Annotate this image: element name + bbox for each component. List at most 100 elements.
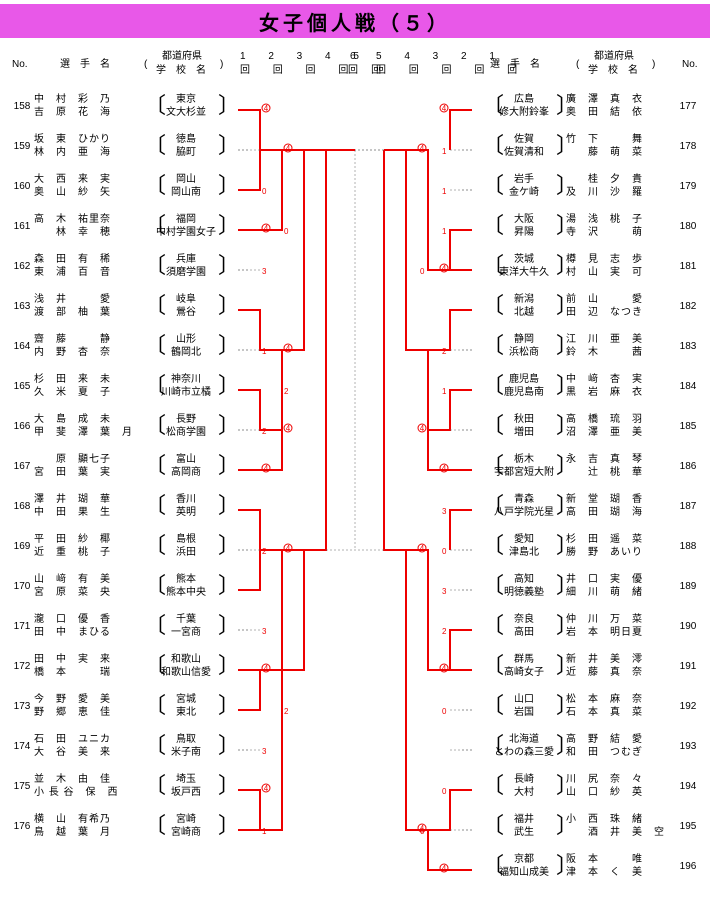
player-2: 久 米 夏 子 <box>34 386 144 399</box>
entry-no: 161 <box>10 221 34 232</box>
bracket-glyph: 〔 <box>144 529 154 563</box>
pref-school: 東京文大杉並 <box>154 93 218 119</box>
pref-school: 愛知津島北 <box>492 533 556 559</box>
player-1: 今 野 愛 美 <box>34 693 144 706</box>
player-pair: 平 田 紗 椰近 重 桃 子 <box>34 533 144 559</box>
player-2: 野 郷 恵 佳 <box>34 706 144 719</box>
entry-left: 158中 村 彩 乃吉 原 花 海〔東京文大杉並〕 <box>10 88 240 124</box>
bracket-glyph: 〔 <box>482 129 492 163</box>
svg-text:4: 4 <box>264 104 269 113</box>
player-1: 永 吉 真 琴 <box>566 453 676 466</box>
entry-no: 178 <box>676 141 700 152</box>
svg-text:3: 3 <box>262 747 267 756</box>
bracket-glyph: 〕 <box>218 489 228 523</box>
pref-school: 宮崎宮崎商 <box>154 813 218 839</box>
player-1: 杉 田 来 未 <box>34 373 144 386</box>
entry-left: 175並 木 由 佳小 長 谷 保 西〔埼玉坂戸西〕 <box>10 768 240 804</box>
svg-text:4: 4 <box>286 424 291 433</box>
player-pair: 今 野 愛 美野 郷 恵 佳 <box>34 693 144 719</box>
bracket-glyph: 〔 <box>482 449 492 483</box>
entry-no: 181 <box>676 261 700 272</box>
bracket-glyph: 〔 <box>482 249 492 283</box>
player-pair: 中 﨑 杏 実黒 岩 麻 衣 <box>566 373 676 399</box>
bracket-glyph: 〔 <box>144 489 154 523</box>
player-2: 高 田 瑚 海 <box>566 506 676 519</box>
bracket-glyph: 〕 <box>218 169 228 203</box>
entry-right: 178竹 下 舞 藤 萌 菜〕佐賀佐賀清和〔 <box>470 128 700 164</box>
player-2: 沼 澤 亜 美 <box>566 426 676 439</box>
player-pair: 樽 見 志 歩村 山 実 可 <box>566 253 676 279</box>
player-1: 高 木 祐里奈 <box>34 213 144 226</box>
entry-right: 184中 﨑 杏 実黒 岩 麻 衣〕鹿児島鹿児島南〔 <box>470 368 700 404</box>
player-pair: 高 野 結 愛和 田 つむぎ <box>566 733 676 759</box>
player-pair: 瀧 口 優 香田 中 まひる <box>34 613 144 639</box>
bracket-glyph: 〕 <box>218 609 228 643</box>
player-2: 林 内 亜 海 <box>34 146 144 159</box>
player-2: 山 口 紗 英 <box>566 786 676 799</box>
entry-no: 192 <box>676 701 700 712</box>
bracket-glyph: 〔 <box>482 569 492 603</box>
entry-no: 160 <box>10 181 34 192</box>
bracket-glyph: 〔 <box>482 729 492 763</box>
entry-no: 190 <box>676 621 700 632</box>
hdr-pref-right: 都道府県 <box>594 50 634 64</box>
entry-left: 160大 西 来 実奥 山 紗 矢〔岡山岡山南〕 <box>10 168 240 204</box>
entry-right: 196阪 本 唯津 本 く 美〕京都福知山成美〔 <box>470 848 700 884</box>
pref-school: 栃木宇都宮短大附 <box>492 453 556 479</box>
pref-school: 新潟北越 <box>492 293 556 319</box>
pref-school: 京都福知山成美 <box>492 853 556 879</box>
pref-school: 香川英明 <box>154 493 218 519</box>
svg-text:2: 2 <box>284 707 289 716</box>
bracket-glyph: 〕 <box>218 209 228 243</box>
hdr-rounds-right: 5 4 3 2 1 <box>376 50 505 64</box>
entry-no: 189 <box>676 581 700 592</box>
player-pair: 山 﨑 有 美宮 原 菜 央 <box>34 573 144 599</box>
hdr-school-right: 学 校 名 <box>588 64 638 78</box>
player-1: 竹 下 舞 <box>566 133 676 146</box>
bracket-glyph: 〕 <box>556 449 566 483</box>
entry-right: 194川 尻 奈 々山 口 紗 英〕長崎大村〔 <box>470 768 700 804</box>
bracket-glyph: 〕 <box>218 689 228 723</box>
player-2: 東 浦 百 音 <box>34 266 144 279</box>
bracket-glyph: 〔 <box>144 609 154 643</box>
bracket-glyph: 〔 <box>482 609 492 643</box>
pref-school: 島根浜田 <box>154 533 218 559</box>
pref-school: 秋田増田 <box>492 413 556 439</box>
hdr-no-right: No. <box>682 58 698 72</box>
entry-left: 171瀧 口 優 香田 中 まひる〔千葉一宮商〕 <box>10 608 240 644</box>
player-pair: 横 山 有希乃鳥 越 葉 月 <box>34 813 144 839</box>
player-2: 及 川 沙 羅 <box>566 186 676 199</box>
entry-right: 182前 山 愛田 辺 なつき〕新潟北越〔 <box>470 288 700 324</box>
pref-school: 福井武生 <box>492 813 556 839</box>
bracket-glyph: 〔 <box>144 249 154 283</box>
entry-no: 162 <box>10 261 34 272</box>
pref-school: 青森八戸学院光星 <box>492 493 556 519</box>
svg-text:0: 0 <box>420 827 425 836</box>
player-1: 杉 田 遥 菜 <box>566 533 676 546</box>
entry-no: 174 <box>10 741 34 752</box>
entry-no: 175 <box>10 781 34 792</box>
bracket-glyph: 〔 <box>144 689 154 723</box>
player-1: 中 村 彩 乃 <box>34 93 144 106</box>
player-1: 新 井 美 澪 <box>566 653 676 666</box>
entry-right: 193高 野 結 愛和 田 つむぎ〕北海道とわの森三愛〔 <box>470 728 700 764</box>
player-1: 浅 井 愛 <box>34 293 144 306</box>
player-2: 鈴 木 茜 <box>566 346 676 359</box>
player-2: 奥 田 結 依 <box>566 106 676 119</box>
pref-school: 広島修大附鈴峯 <box>492 93 556 119</box>
hdr-rounds-c: 6 <box>350 50 356 64</box>
entry-right: 190仲 川 万 菜岩 本 明日夏〕奈良高田〔 <box>470 608 700 644</box>
entry-no: 182 <box>676 301 700 312</box>
svg-text:4: 4 <box>264 664 269 673</box>
bracket-glyph: 〔 <box>144 369 154 403</box>
pref-school: 岐阜鶯谷 <box>154 293 218 319</box>
player-pair: 廣 澤 真 衣奥 田 結 依 <box>566 93 676 119</box>
player-1: 桂 夕 貴 <box>566 173 676 186</box>
svg-text:0: 0 <box>420 267 425 276</box>
bracket-glyph: 〕 <box>218 809 228 843</box>
bracket-glyph: 〔 <box>482 289 492 323</box>
player-1: 松 本 麻 奈 <box>566 693 676 706</box>
bracket-glyph: 〔 <box>144 209 154 243</box>
entry-no: 188 <box>676 541 700 552</box>
bracket-glyph: 〔 <box>482 529 492 563</box>
